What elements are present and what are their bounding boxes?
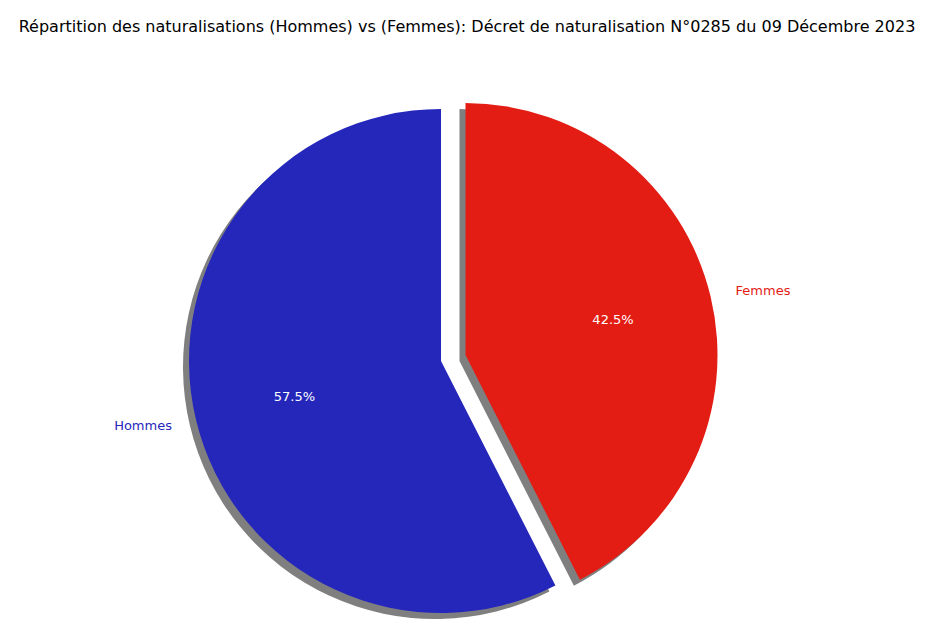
html-text:Répartition des naturalisation: Répartition des naturalisations (Hommes)… — [18, 17, 916, 36]
svg-text:42.5%: 42.5% — [592, 312, 633, 327]
svg-text:Hommes: Hommes — [114, 418, 172, 433]
svg-text:Femmes: Femmes — [736, 283, 791, 298]
svg-text:57.5%: 57.5% — [274, 389, 315, 404]
